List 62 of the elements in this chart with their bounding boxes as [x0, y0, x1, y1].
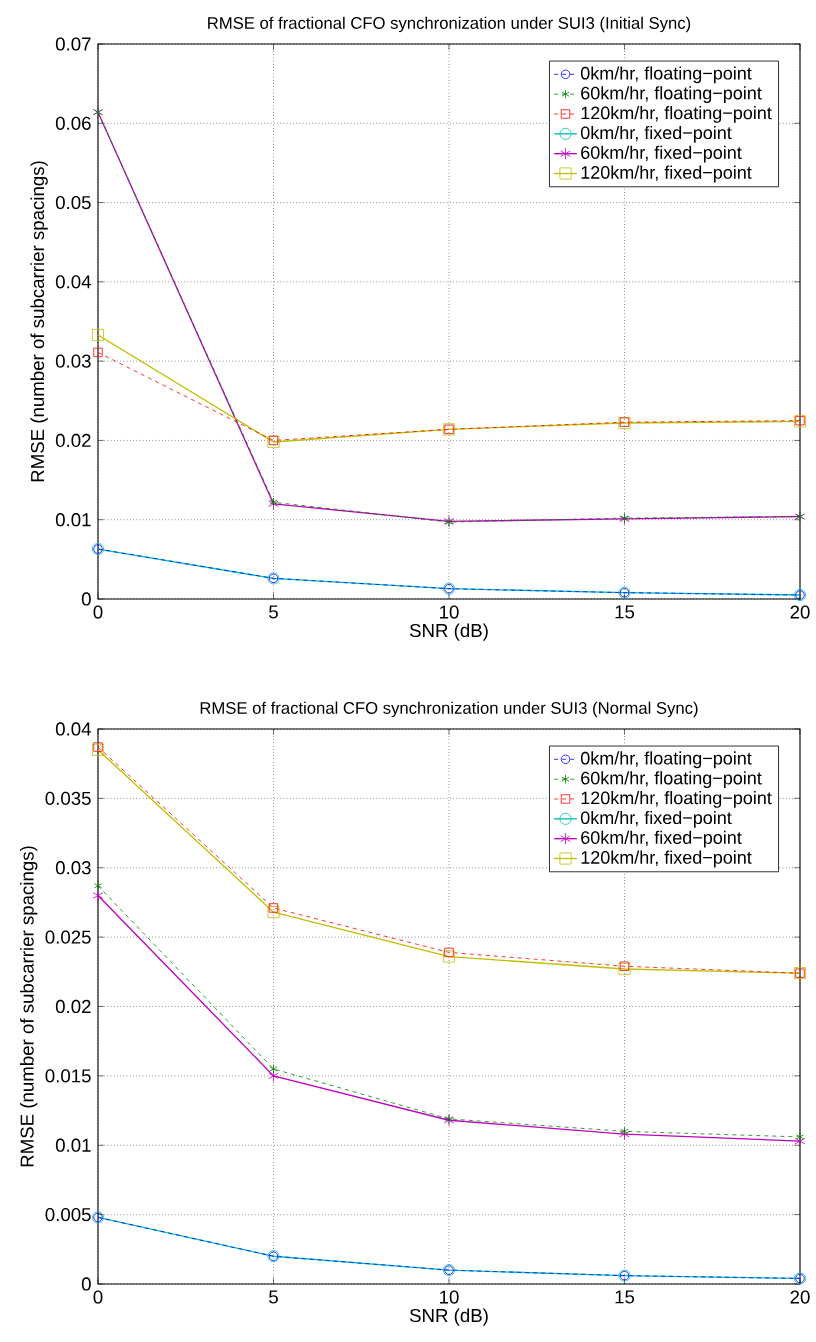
legend-label: 60km/hr, fixed−point [581, 145, 742, 163]
point [618, 963, 631, 976]
legend-label: 120km/hr, floating−point [581, 791, 772, 808]
x-tick-label: 15 [615, 605, 635, 619]
y-axis-title: RMSE (number of subcarrier spacings) [30, 161, 48, 482]
legend-label: 60km/hr, floating−point [581, 86, 762, 104]
point [92, 328, 104, 341]
point [620, 1126, 629, 1137]
point [93, 881, 103, 891]
y-tick-label: 0.06 [55, 116, 91, 130]
point [619, 961, 630, 971]
y-tick-label: 0.03 [55, 354, 91, 368]
y-tick-label: 0.04 [55, 722, 91, 736]
point [443, 950, 455, 963]
x-tick-label: 5 [269, 605, 278, 619]
x-tick-label: 20 [790, 1290, 810, 1304]
y-axis-title: RMSE (number of subcarrier spacings) [20, 846, 38, 1167]
legend-label: 120km/hr, fixed−point [581, 850, 752, 868]
legend-label: 60km/hr, floating−point [581, 771, 762, 789]
point [93, 742, 103, 752]
y-tick-label: 0.02 [55, 999, 91, 1014]
y-tick-label: 0.05 [55, 195, 91, 210]
x-tick-label: 10 [440, 1290, 459, 1304]
y-tick-label: 0.035 [45, 791, 91, 805]
legend-label: 120km/hr, floating−point [581, 106, 772, 123]
y-tick-label: 0.02 [55, 433, 91, 448]
point [93, 347, 103, 358]
chart-title: RMSE of fractional CFO synchronization under SUI3 (Initial Sync) [208, 16, 691, 33]
point [619, 1128, 630, 1141]
x-axis-title: SNR (dB) [409, 1308, 488, 1326]
legend-label: 0km/hr, fixed−point [580, 810, 732, 828]
x-tick-label: 5 [269, 1290, 278, 1304]
legend-label: 60km/hr, fixed−point [581, 830, 742, 848]
x-tick-label: 0 [93, 605, 103, 619]
y-tick-label: 0.025 [45, 930, 91, 944]
y-tick-label: 0.04 [55, 275, 91, 289]
point [269, 1064, 278, 1074]
y-tick-label: 0.07 [55, 37, 91, 51]
x-tick-label: 10 [440, 605, 459, 619]
y-tick-label: 0.01 [55, 1138, 91, 1152]
x-tick-label: 0 [93, 1290, 103, 1304]
legend-label: 120km/hr, fixed−point [581, 165, 752, 183]
y-tick-label: 0.01 [55, 513, 91, 527]
point [268, 903, 279, 913]
x-tick-label: 20 [790, 605, 810, 619]
chart-title: RMSE of fractional CFO synchronization under SUI3 (Normal Sync) [200, 701, 698, 718]
x-axis-title: SNR (dB) [409, 623, 488, 641]
y-tick-label: 0.03 [55, 861, 91, 875]
x-tick-label: 15 [615, 1290, 635, 1304]
point [267, 906, 280, 919]
point [795, 1132, 805, 1142]
point [92, 889, 104, 902]
legend-label: 0km/hr, fixed−point [580, 125, 732, 143]
point [794, 1135, 806, 1148]
y-tick-label: 0.005 [45, 1208, 91, 1222]
point [92, 743, 104, 756]
legend-label: 0km/hr, floating−point [580, 66, 752, 84]
point [444, 947, 454, 958]
y-tick-label: 0 [81, 1277, 91, 1291]
legend-label: 0km/hr, floating−point [580, 751, 752, 769]
y-tick-label: 0 [81, 592, 91, 606]
y-tick-label: 0.015 [45, 1069, 91, 1083]
